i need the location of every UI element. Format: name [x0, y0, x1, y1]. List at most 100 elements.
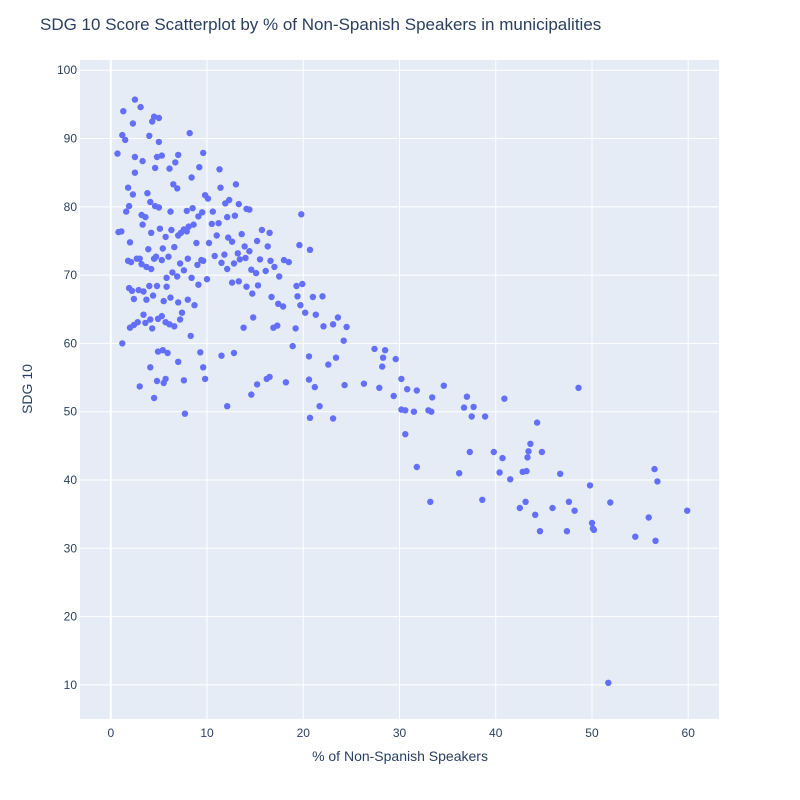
data-point: [211, 252, 218, 260]
data-point: [538, 448, 546, 456]
data-point: [126, 239, 134, 246]
data-point: [224, 213, 231, 221]
data-point: [254, 282, 262, 289]
data-point: [185, 223, 192, 230]
data-point: [466, 448, 473, 456]
data-point: [164, 349, 171, 357]
data-point: [274, 322, 281, 329]
data-point: [216, 166, 223, 173]
data-point: [311, 383, 318, 391]
data-point: [123, 208, 130, 215]
data-point: [266, 229, 273, 236]
data-point: [153, 377, 161, 385]
data-point: [413, 387, 420, 394]
data-point: [280, 256, 288, 264]
data-point: [169, 269, 176, 276]
data-point: [221, 251, 228, 258]
data-point: [563, 528, 571, 535]
data-point: [282, 379, 290, 386]
x-tick-label: 60: [682, 726, 696, 740]
data-point: [586, 482, 594, 489]
data-point: [334, 314, 342, 321]
data-point: [264, 243, 271, 250]
data-point: [376, 384, 383, 391]
data-point: [139, 221, 146, 228]
data-point: [139, 157, 146, 165]
data-point: [258, 226, 266, 234]
data-point: [203, 276, 211, 283]
data-point: [193, 239, 200, 247]
data-point: [297, 302, 304, 309]
data-point: [224, 265, 231, 273]
data-point: [155, 138, 163, 146]
y-tick-label: 60: [64, 336, 78, 350]
data-point: [130, 295, 138, 303]
data-point: [174, 185, 181, 192]
data-point: [158, 256, 165, 264]
data-point: [501, 395, 508, 402]
data-point: [532, 511, 539, 518]
data-point: [166, 165, 173, 172]
data-point: [142, 319, 149, 327]
data-point: [162, 233, 169, 241]
data-point: [176, 316, 184, 323]
data-point: [194, 261, 201, 269]
y-tick-label: 20: [64, 610, 78, 624]
data-point: [571, 507, 578, 514]
data-point: [275, 300, 282, 307]
data-point: [231, 212, 239, 219]
data-point: [306, 414, 314, 421]
data-point: [250, 314, 257, 321]
data-point: [271, 263, 278, 271]
data-point: [427, 498, 434, 505]
data-point: [145, 246, 152, 253]
data-point: [191, 302, 198, 309]
data-point: [142, 213, 149, 221]
data-point: [645, 514, 652, 521]
data-point: [496, 469, 503, 476]
data-point: [208, 220, 215, 228]
data-point: [320, 323, 327, 330]
data-point: [168, 226, 175, 234]
data-point: [463, 393, 471, 400]
y-tick-label: 10: [64, 678, 78, 692]
data-point: [306, 246, 314, 253]
data-point: [119, 340, 126, 347]
data-point: [129, 120, 137, 127]
data-point: [490, 448, 497, 456]
data-point: [293, 282, 300, 290]
data-point: [481, 413, 489, 420]
data-point: [557, 470, 564, 477]
data-point: [371, 345, 378, 353]
data-point: [309, 293, 317, 301]
data-point: [127, 258, 135, 266]
data-point: [213, 232, 220, 239]
data-point: [209, 208, 216, 215]
data-point: [575, 384, 582, 391]
data-point: [114, 150, 121, 157]
data-point: [267, 257, 274, 264]
data-point: [146, 282, 153, 290]
data-point: [118, 228, 125, 235]
data-point: [175, 299, 182, 306]
data-point: [122, 136, 129, 144]
data-point: [136, 383, 143, 390]
data-point: [605, 679, 612, 686]
data-point: [119, 131, 126, 139]
data-point: [340, 337, 347, 344]
data-point: [549, 504, 556, 512]
data-point: [134, 319, 141, 326]
data-point: [654, 478, 661, 485]
data-point: [381, 347, 389, 354]
x-axis-label: % of Non-Spanish Speakers: [312, 748, 488, 764]
y-tick-label: 50: [64, 405, 78, 419]
data-point: [170, 181, 177, 188]
data-point: [150, 255, 158, 262]
data-point: [156, 225, 164, 232]
data-point: [228, 279, 236, 286]
data-point: [165, 253, 172, 260]
data-point: [402, 431, 409, 438]
data-point: [147, 198, 154, 206]
